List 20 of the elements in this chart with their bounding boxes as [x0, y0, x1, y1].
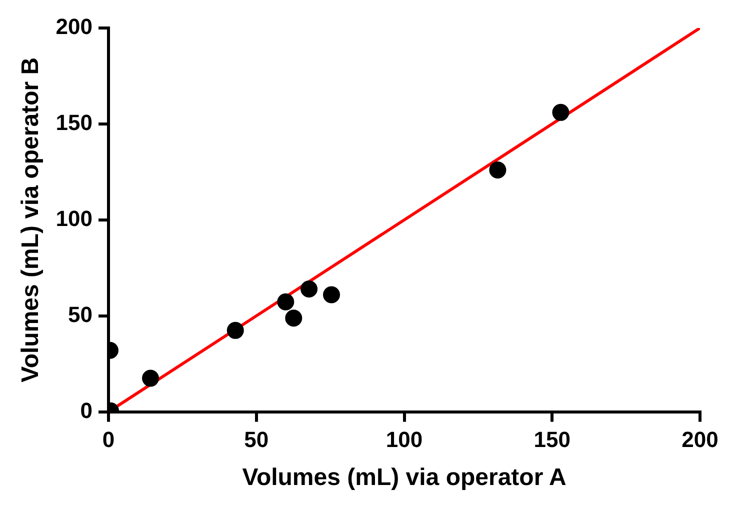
point [300, 280, 318, 298]
point [489, 162, 506, 179]
y-tick-label: 200 [56, 14, 93, 40]
y-tick-label: 150 [56, 110, 93, 136]
x-axis-title: Volumes (mL) via operator A [242, 464, 566, 492]
y-tick-label: 50 [68, 302, 93, 327]
point [226, 322, 244, 339]
x-tick-label: 200 [682, 427, 718, 452]
y-tick-label: 0 [80, 398, 93, 423]
point [285, 310, 302, 327]
point [142, 370, 159, 387]
x-tick-label: 0 [102, 427, 115, 452]
point [552, 104, 570, 121]
x-tick-label: 150 [534, 427, 570, 452]
y-axis-title: Volumes (mL) via operator B [17, 57, 44, 382]
point [277, 293, 294, 310]
y-tick-label: 100 [56, 206, 93, 231]
x-tick-label: 100 [386, 427, 423, 452]
point [323, 286, 340, 304]
x-tick-label: 50 [244, 427, 269, 452]
